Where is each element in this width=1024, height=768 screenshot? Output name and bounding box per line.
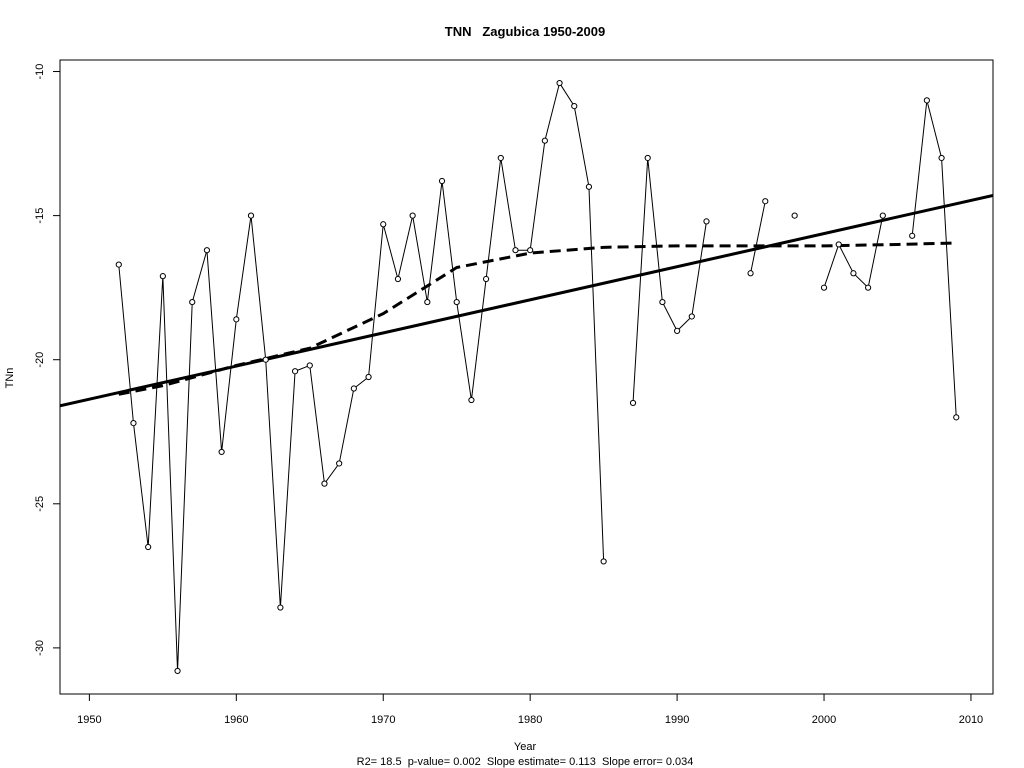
data-point (438, 177, 446, 185)
data-point (527, 247, 534, 254)
data-point (585, 183, 593, 190)
data-point (571, 103, 578, 110)
data-point (850, 270, 857, 277)
data-point (468, 396, 475, 404)
data-point (306, 362, 313, 369)
series-line-segment (632, 157, 707, 403)
plot-area (60, 79, 993, 675)
y-tick-label: -10 (34, 64, 46, 80)
data-point (644, 154, 651, 162)
data-point (791, 212, 798, 219)
y-tick-label: -30 (34, 640, 46, 656)
data-point (497, 154, 504, 162)
data-point (394, 275, 402, 283)
data-point (262, 356, 269, 363)
data-point (409, 212, 416, 219)
data-point (203, 247, 211, 254)
x-tick-label: 1970 (371, 714, 395, 726)
data-point (629, 399, 637, 407)
data-point (541, 137, 548, 144)
data-point (747, 270, 754, 277)
data-point (600, 558, 607, 565)
data-point (688, 313, 695, 320)
data-point (291, 368, 299, 375)
data-point (336, 460, 343, 467)
data-point (350, 385, 357, 392)
x-axis: 1950 1960 1970 1980 1990 2000 2010 (77, 694, 983, 726)
data-point (380, 221, 387, 228)
data-point (130, 420, 137, 427)
data-point (953, 414, 960, 421)
x-tick-label: 2010 (959, 714, 983, 726)
data-point (247, 212, 255, 219)
data-point (703, 218, 710, 225)
data-point (879, 212, 886, 219)
plot-frame (59, 59, 994, 695)
data-point (938, 154, 945, 162)
data-point (659, 298, 666, 306)
data-point (424, 298, 431, 306)
x-tick-label: 1950 (77, 714, 101, 726)
data-point (277, 604, 284, 611)
trend-line (60, 193, 993, 408)
y-tick-label: -15 (34, 208, 46, 224)
y-axis-label: TNn (4, 368, 16, 389)
chart-title: TNN Zagubica 1950-2009 (445, 24, 605, 39)
smoothed-curve (118, 241, 957, 396)
series-line-segment (750, 201, 766, 274)
data-point (835, 241, 842, 248)
data-point (189, 298, 196, 306)
data-point (762, 198, 769, 205)
data-point (159, 273, 166, 280)
data-point (482, 275, 490, 283)
y-tick-label: -20 (34, 352, 46, 368)
chart-subtitle: R2= 18.5 p-value= 0.002 Slope estimate= … (357, 756, 694, 768)
data-point (365, 373, 372, 381)
data-point (674, 327, 681, 334)
data-point (115, 261, 122, 268)
data-point (909, 232, 916, 239)
data-point (233, 316, 240, 323)
data-point (174, 667, 181, 675)
x-tick-label: 2000 (812, 714, 836, 726)
data-point (218, 448, 225, 456)
data-point (512, 247, 519, 254)
y-tick-label: -25 (34, 496, 46, 512)
data-point (321, 480, 328, 487)
x-tick-label: 1960 (224, 714, 248, 726)
x-tick-label: 1980 (518, 714, 542, 726)
series-line-segment (118, 81, 605, 671)
data-point (820, 284, 828, 291)
data-point (145, 543, 152, 551)
data-point (556, 79, 563, 87)
data-point (453, 298, 460, 306)
x-axis-label: Year (514, 741, 537, 753)
y-axis: -10 -15 -20 -25 -30 (34, 64, 60, 656)
data-point (865, 284, 872, 291)
data-point (923, 97, 930, 104)
x-tick-label: 1990 (665, 714, 689, 726)
series-line-segment (911, 100, 957, 418)
